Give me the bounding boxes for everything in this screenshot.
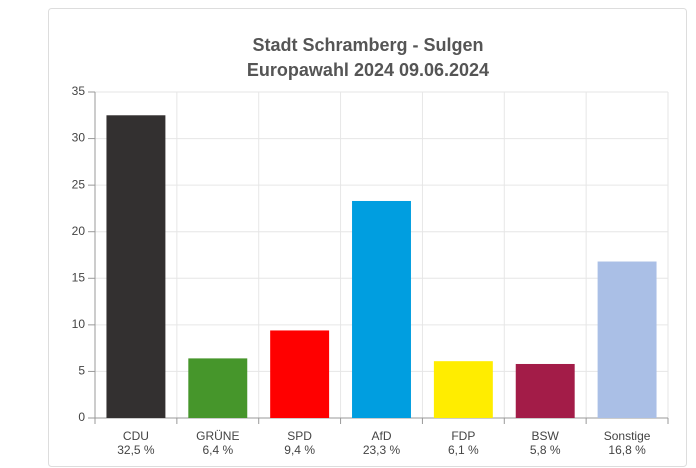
bar <box>515 363 575 418</box>
x-tick-label: BSW <box>532 429 560 443</box>
value-label: 32,5 % <box>117 443 155 457</box>
value-label: 23,3 % <box>363 443 401 457</box>
y-tick-label: 10 <box>72 317 86 331</box>
y-tick-label: 25 <box>72 177 86 191</box>
value-label: 6,1 % <box>448 443 479 457</box>
y-tick-label: 5 <box>78 364 85 378</box>
value-label: 6,4 % <box>202 443 233 457</box>
y-tick-label: 30 <box>72 131 86 145</box>
x-tick-label: GRÜNE <box>196 429 239 443</box>
bar <box>352 200 411 418</box>
value-label: 5,8 % <box>530 443 561 457</box>
bar <box>597 261 657 418</box>
bar <box>433 361 493 418</box>
x-tick-label: AfD <box>371 429 391 443</box>
bar <box>188 358 248 418</box>
y-tick-label: 20 <box>72 224 86 238</box>
chart-title: Stadt Schramberg - Sulgen <box>252 35 483 55</box>
bar <box>270 330 330 418</box>
x-tick-label: FDP <box>451 429 475 443</box>
chart-subtitle: Europawahl 2024 09.06.2024 <box>247 60 489 80</box>
y-tick-label: 35 <box>72 84 86 98</box>
x-tick-label: SPD <box>287 429 312 443</box>
x-tick-label: CDU <box>123 429 149 443</box>
x-tick-label: Sonstige <box>604 429 651 443</box>
value-label: 16,8 % <box>608 443 646 457</box>
y-tick-label: 0 <box>78 410 85 424</box>
bar <box>106 115 166 419</box>
y-tick-label: 15 <box>72 270 86 284</box>
value-label: 9,4 % <box>284 443 315 457</box>
